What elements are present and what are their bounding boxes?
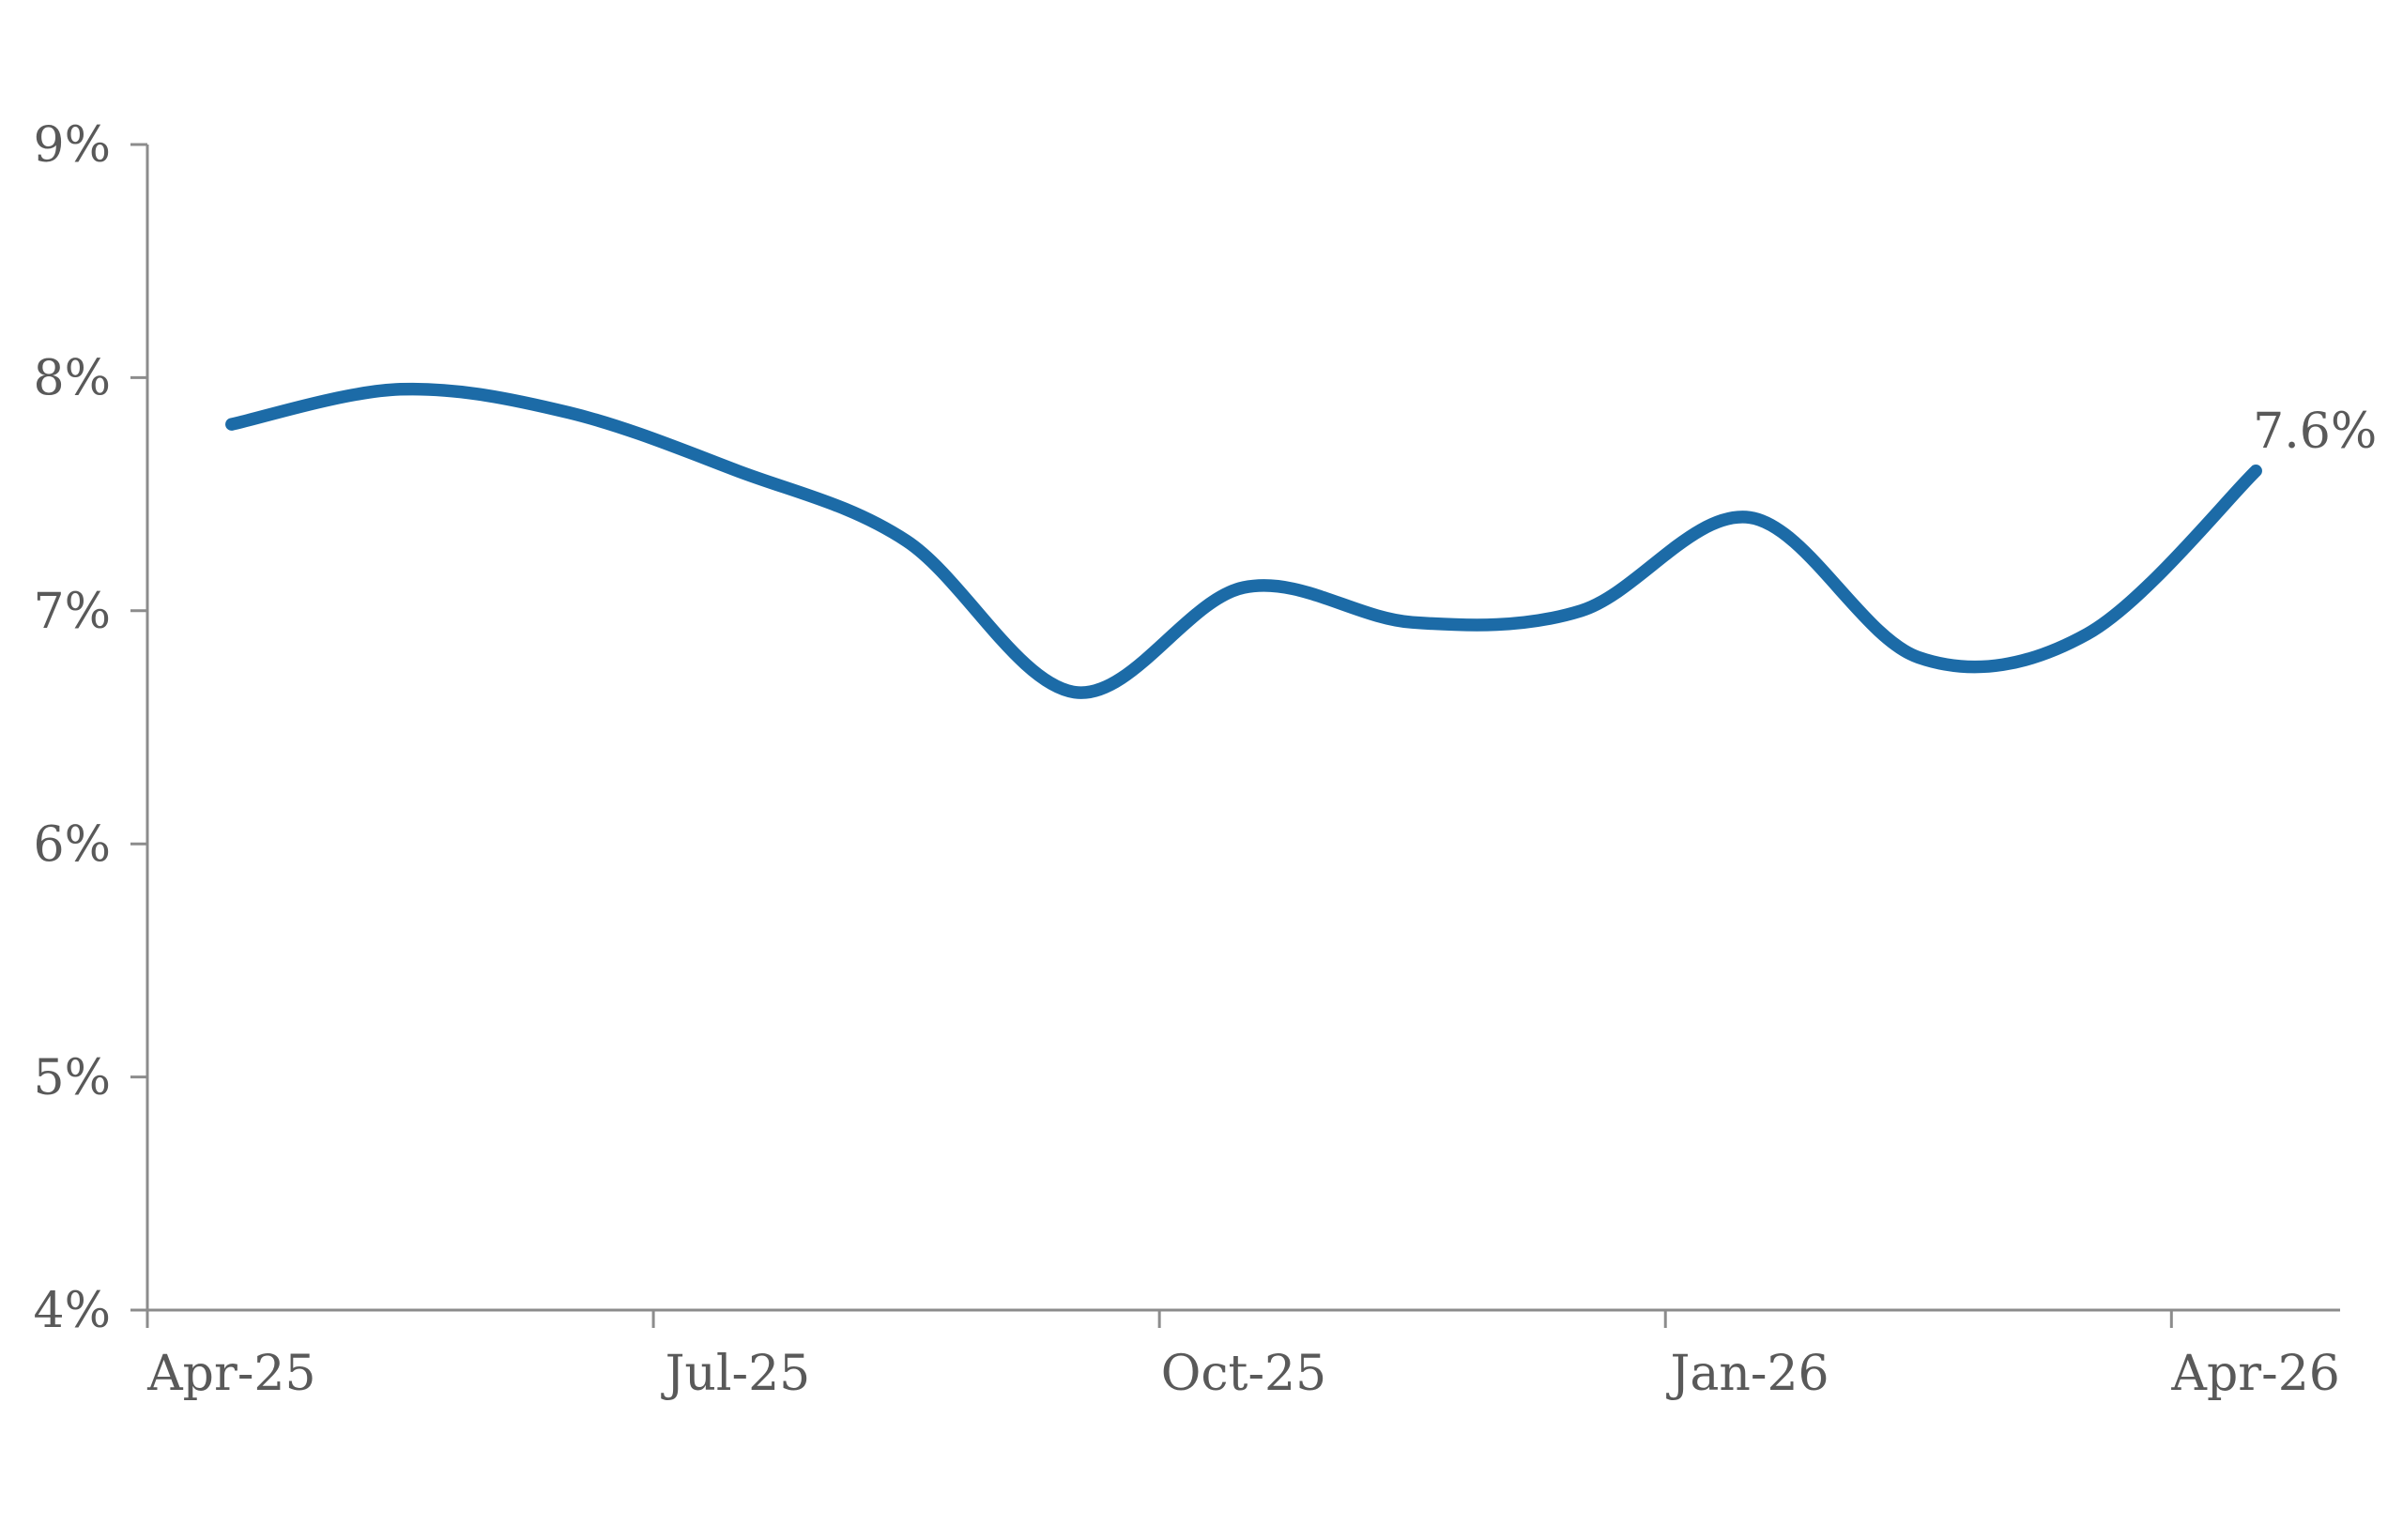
y-axis-tick-label: 5% <box>34 1050 112 1106</box>
x-axis-tick-label: Apr-26 <box>2170 1346 2339 1402</box>
y-axis-tick-label: 8% <box>34 351 112 407</box>
y-axis-tick-label: 9% <box>34 117 112 174</box>
series-line <box>225 382 2262 699</box>
y-axis-tick-label: 7% <box>34 584 112 640</box>
x-axis-tick-label: Oct-25 <box>1161 1346 1326 1402</box>
series-end-label: 7.6% <box>2253 404 2377 460</box>
y-axis-tick-label: 6% <box>34 816 112 873</box>
y-axis-tick-label: 4% <box>34 1283 112 1339</box>
x-axis-tick-label: Jan-26 <box>1666 1346 1829 1402</box>
x-axis-tick-label: Apr-25 <box>146 1346 315 1402</box>
x-axis-tick-label: Jul-25 <box>661 1346 811 1402</box>
